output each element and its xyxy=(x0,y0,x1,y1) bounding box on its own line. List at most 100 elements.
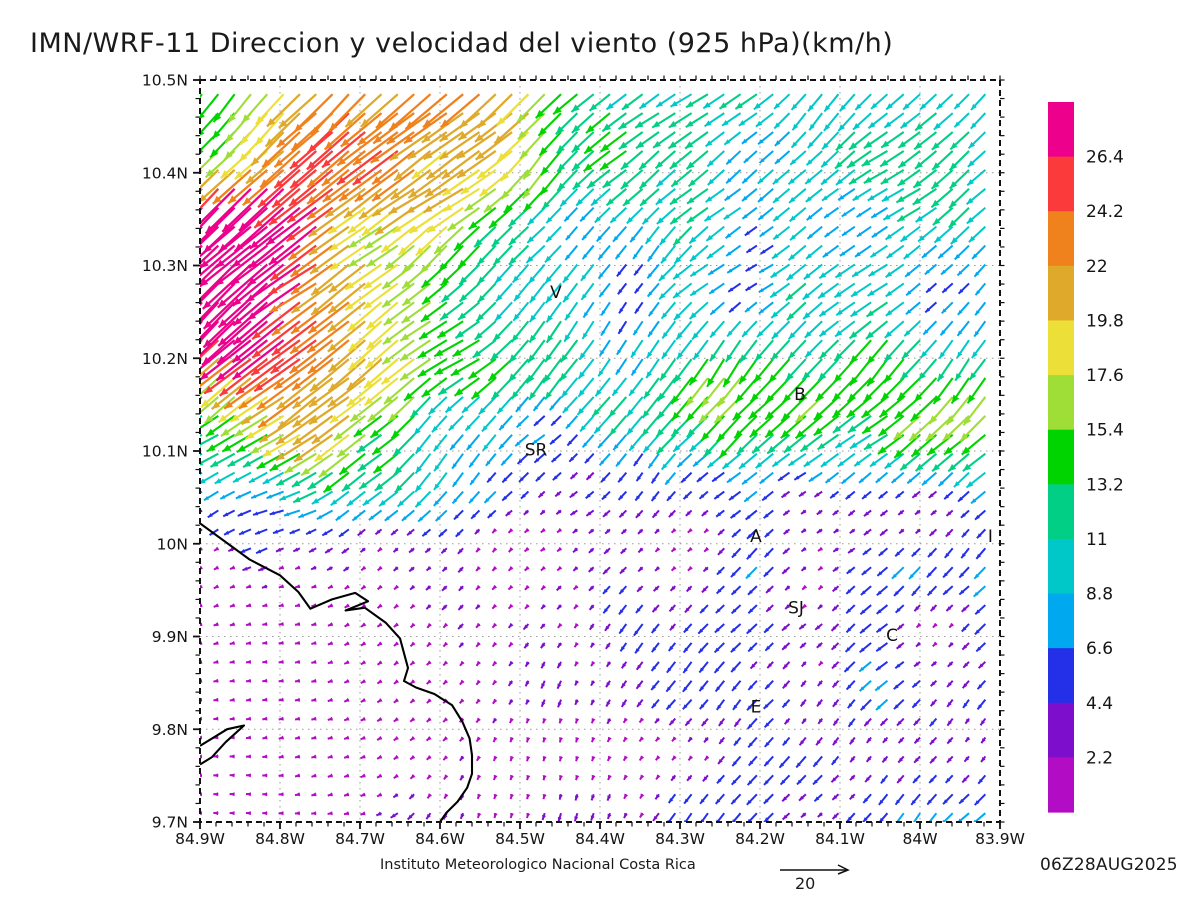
wind-arrow-head xyxy=(493,774,498,780)
wind-arrow xyxy=(637,547,644,554)
wind-arrow-head xyxy=(594,426,601,434)
wind-arrow xyxy=(491,603,498,610)
wind-arrow xyxy=(874,679,889,692)
wind-arrow xyxy=(618,604,628,615)
wind-arrow xyxy=(459,679,465,686)
wind-arrow xyxy=(408,793,415,800)
wind-arrow-head xyxy=(601,477,606,483)
wind-arrow xyxy=(733,736,742,747)
wind-arrow-head xyxy=(619,512,625,518)
wind-arrow xyxy=(515,415,530,429)
wind-arrow-head xyxy=(341,548,347,554)
wind-arrow xyxy=(947,661,954,668)
wind-arrow xyxy=(535,471,546,482)
wind-arrow xyxy=(962,661,970,669)
wind-arrow-shaft xyxy=(238,377,285,410)
wind-arrow-head xyxy=(878,551,884,556)
wind-arrow-head xyxy=(275,452,285,461)
wind-arrow-head xyxy=(897,624,903,630)
wind-arrow-head xyxy=(847,703,853,709)
wind-arrow xyxy=(311,754,317,759)
wind-arrow-head xyxy=(808,477,815,482)
wind-arrow-head xyxy=(376,811,382,816)
wind-arrow-head xyxy=(413,427,421,436)
wind-arrow-head xyxy=(802,584,808,590)
wind-arrow xyxy=(311,792,317,797)
wind-arrow xyxy=(393,566,399,572)
wind-arrow-head xyxy=(685,511,691,516)
wind-arrow xyxy=(771,452,791,468)
wind-arrow-head xyxy=(688,736,693,742)
wind-arrow xyxy=(262,773,268,778)
wind-arrow-shaft xyxy=(291,358,334,392)
wind-arrow xyxy=(498,415,513,431)
wind-arrow-head xyxy=(655,718,660,724)
wind-arrow-head xyxy=(748,742,753,748)
wind-arrow xyxy=(431,415,448,433)
wind-arrow-head xyxy=(642,410,650,418)
wind-arrow xyxy=(958,793,970,805)
wind-arrow-head xyxy=(817,604,823,609)
wind-arrow-head xyxy=(866,756,872,762)
wind-arrow xyxy=(542,775,547,781)
wind-arrow-head xyxy=(916,622,922,628)
wind-arrow xyxy=(731,812,742,822)
wind-arrow xyxy=(491,528,498,534)
wind-arrow xyxy=(409,754,416,761)
wind-arrow-head xyxy=(833,720,838,726)
wind-arrow xyxy=(817,717,823,725)
wind-arrow xyxy=(393,773,399,780)
wind-arrow xyxy=(878,490,889,500)
wind-arrow xyxy=(441,604,448,611)
wind-arrow xyxy=(451,472,464,488)
wind-arrow xyxy=(360,773,366,779)
wind-arrow-head xyxy=(213,754,219,759)
wind-arrow-shaft xyxy=(747,812,758,822)
wind-arrow-head xyxy=(964,756,970,762)
wind-arrow xyxy=(702,566,709,573)
wind-arrow xyxy=(778,755,791,769)
wind-arrow-head xyxy=(542,718,547,724)
wind-arrow xyxy=(865,736,872,744)
wind-arrow xyxy=(572,528,578,534)
wind-arrow xyxy=(617,471,628,483)
wind-arrow xyxy=(715,604,725,614)
wind-arrow-head xyxy=(764,741,770,747)
wind-arrow xyxy=(524,565,530,572)
wind-arrow xyxy=(745,509,758,521)
wind-arrow-head xyxy=(801,546,807,552)
wind-arrow-head xyxy=(859,666,865,672)
wind-arrow xyxy=(229,811,235,816)
wind-arrow xyxy=(360,811,366,816)
wind-arrow xyxy=(470,509,481,520)
wind-arrow-head xyxy=(442,605,447,610)
wind-arrow-head xyxy=(847,425,857,433)
wind-arrow-head xyxy=(240,548,246,553)
wind-arrow xyxy=(618,623,628,635)
wind-arrow-head xyxy=(595,389,602,397)
wind-arrow xyxy=(927,547,938,558)
wind-arrow-head xyxy=(341,483,351,492)
wind-arrow-head xyxy=(397,500,404,507)
wind-arrow-head xyxy=(734,429,743,439)
wind-arrow xyxy=(590,699,596,706)
wind-arrow-head xyxy=(734,740,739,746)
wind-arrow xyxy=(438,528,448,538)
wind-arrow xyxy=(229,792,235,797)
wind-arrow-head xyxy=(961,532,967,538)
wind-arrow xyxy=(747,680,758,691)
wind-arrow-head xyxy=(210,460,219,467)
wind-arrow-head xyxy=(779,762,785,768)
wind-arrow-head xyxy=(863,798,869,803)
wind-arrow xyxy=(508,641,514,648)
wind-arrow xyxy=(200,377,236,409)
wind-arrow-head xyxy=(229,640,235,645)
wind-arrow-shaft xyxy=(200,414,203,419)
wind-arrow-head xyxy=(327,716,333,721)
wind-arrow-head xyxy=(671,546,677,552)
wind-arrow xyxy=(235,490,252,500)
wind-arrow-head xyxy=(276,479,285,486)
wind-arrow xyxy=(589,642,596,649)
wind-arrow-head xyxy=(360,547,366,553)
wind-arrow-head xyxy=(344,622,350,627)
